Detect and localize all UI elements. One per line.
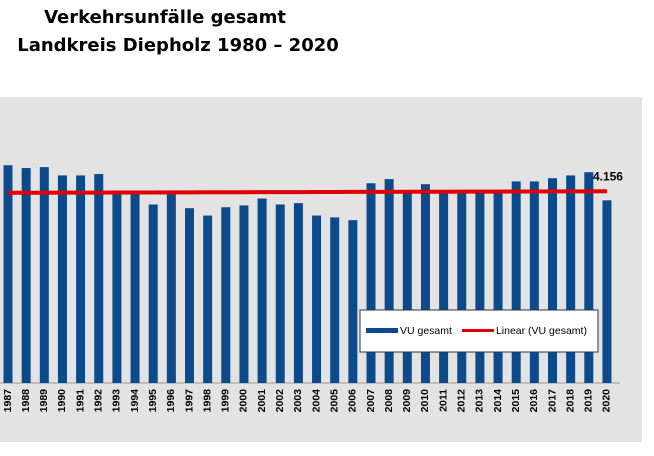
x-tick-label: 2007 bbox=[365, 389, 377, 413]
x-tick-label: 2008 bbox=[383, 389, 395, 413]
x-tick-label: 1988 bbox=[20, 389, 32, 413]
trend-line bbox=[7, 189, 607, 195]
x-tick-label: 1997 bbox=[183, 389, 195, 413]
x-tick-label: 2012 bbox=[456, 389, 468, 413]
x-tick-label: 2019 bbox=[583, 389, 595, 413]
bar bbox=[348, 220, 358, 383]
bar bbox=[457, 191, 467, 383]
x-tick-label: 2018 bbox=[564, 389, 576, 413]
chart-title: Landkreis Diepholz 1980 – 2020 bbox=[17, 35, 339, 56]
bar bbox=[602, 200, 612, 383]
bar bbox=[275, 204, 285, 383]
x-tick-label: 2014 bbox=[492, 389, 504, 413]
x-tick-label: 1989 bbox=[38, 389, 50, 413]
x-tick-label: 1994 bbox=[129, 389, 141, 413]
bar bbox=[221, 207, 231, 383]
data-label: 4.156 bbox=[593, 169, 623, 183]
x-tick-label: 1990 bbox=[56, 389, 68, 413]
x-tick-label: 2004 bbox=[310, 389, 322, 413]
bar bbox=[257, 198, 267, 383]
legend-label: Linear (VU gesamt) bbox=[496, 325, 587, 337]
x-tick-label: 2003 bbox=[292, 389, 304, 413]
bar bbox=[384, 179, 394, 383]
x-tick-label: 2011 bbox=[437, 389, 449, 412]
legend-label: VU gesamt bbox=[400, 325, 452, 337]
bar bbox=[112, 191, 122, 383]
bar bbox=[566, 175, 576, 383]
bar bbox=[402, 191, 412, 383]
bar bbox=[57, 175, 67, 383]
x-tick-label: 2009 bbox=[401, 389, 413, 413]
bar bbox=[511, 181, 521, 383]
bar bbox=[130, 192, 140, 383]
bar bbox=[39, 167, 49, 383]
x-tick-label: 1998 bbox=[201, 389, 213, 413]
x-tick-label: 1996 bbox=[165, 389, 177, 413]
bar bbox=[203, 215, 213, 383]
x-tick-label: 1991 bbox=[74, 389, 86, 413]
x-tick-label: 2002 bbox=[274, 389, 286, 413]
bar bbox=[493, 191, 503, 383]
x-tick-label: 2000 bbox=[238, 389, 250, 413]
bar bbox=[420, 184, 430, 383]
x-tick-label: 2001 bbox=[256, 389, 268, 413]
x-tick-label: 1993 bbox=[111, 389, 123, 413]
bar bbox=[293, 203, 303, 383]
x-tick-label: 1987 bbox=[2, 389, 14, 413]
bar bbox=[312, 215, 322, 383]
bar bbox=[148, 204, 158, 383]
x-tick-label: 2013 bbox=[474, 389, 486, 413]
bar bbox=[185, 208, 194, 383]
bar bbox=[529, 181, 539, 383]
x-tick-label: 2006 bbox=[347, 389, 359, 413]
bar bbox=[475, 191, 485, 383]
bar bbox=[439, 191, 449, 383]
bar bbox=[330, 217, 340, 383]
x-tick-label: 2020 bbox=[601, 389, 613, 413]
x-tick-label: 1995 bbox=[147, 389, 159, 413]
bar bbox=[3, 165, 13, 383]
bar bbox=[94, 174, 104, 383]
bar bbox=[548, 178, 557, 383]
bar bbox=[239, 205, 249, 383]
x-tick-label: 2016 bbox=[528, 389, 540, 413]
bar bbox=[76, 175, 86, 383]
x-tick-label: 1999 bbox=[220, 389, 232, 413]
x-tick-label: 2010 bbox=[419, 389, 431, 413]
x-tick-label: 2005 bbox=[328, 389, 340, 413]
x-tick-label: 2017 bbox=[546, 389, 558, 413]
bar bbox=[21, 168, 31, 383]
bar bbox=[584, 172, 594, 383]
x-tick-label: 2015 bbox=[510, 389, 522, 413]
x-tick-label: 1992 bbox=[93, 389, 105, 413]
legend-swatch bbox=[461, 329, 494, 332]
bar bbox=[166, 192, 176, 383]
chart-title: Verkehrsunfälle gesamt bbox=[44, 7, 286, 28]
legend-swatch bbox=[366, 328, 398, 333]
bar bbox=[366, 183, 376, 383]
